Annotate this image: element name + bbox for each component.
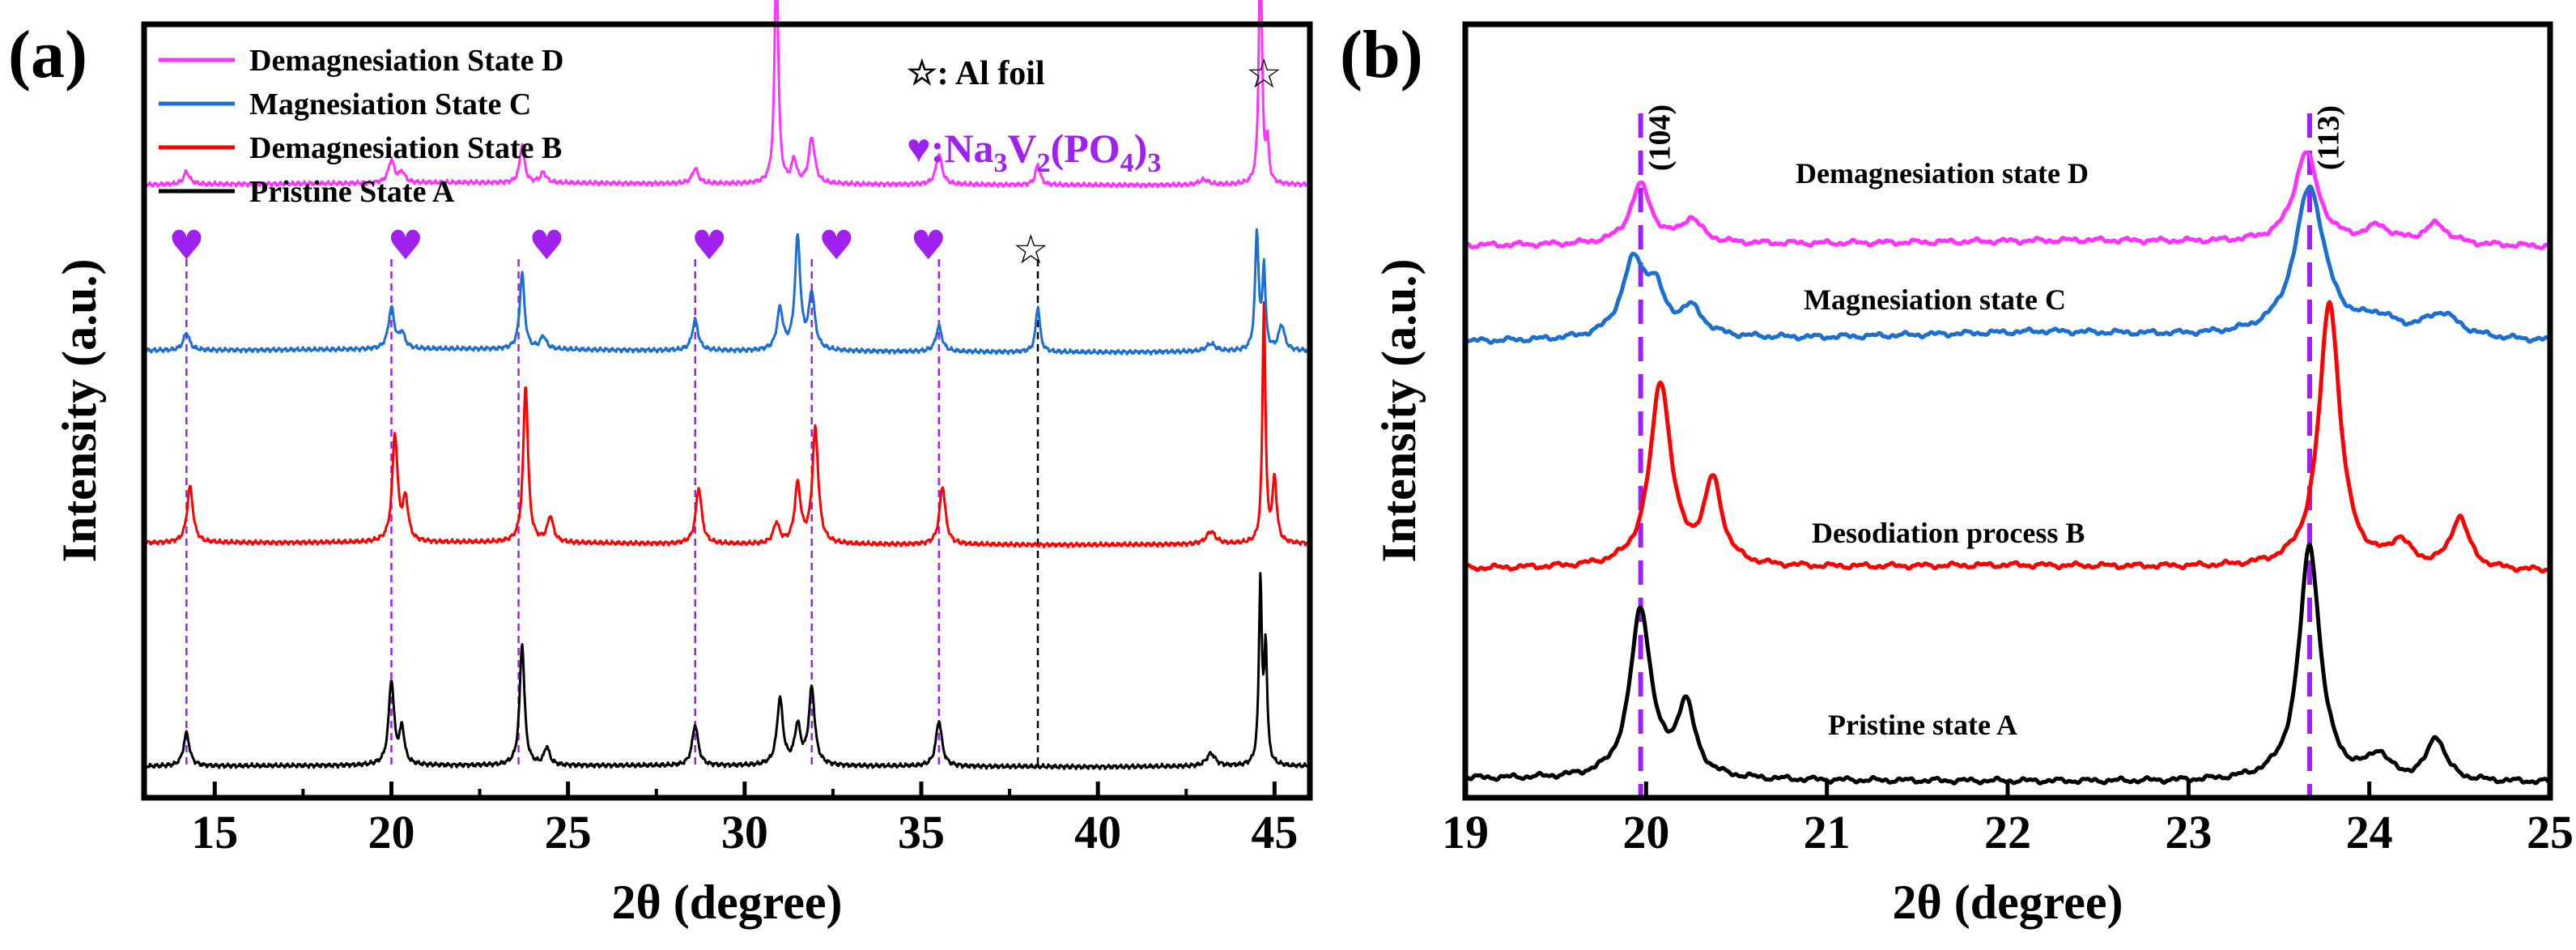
curve-label-state-d: Demagnesiation state D: [1796, 157, 2089, 190]
al-foil-annotation: ☆: Al foil: [907, 55, 1045, 92]
x-tick-label: 20: [1622, 806, 1669, 858]
x-tick-label: 35: [898, 806, 945, 858]
panel-a-frame: [141, 21, 1313, 801]
x-tick-label: 20: [368, 806, 414, 858]
nvp-sub-4: 3: [1147, 148, 1161, 178]
x-tick-label: 19: [1442, 806, 1489, 858]
panel-a-curves: [142, 0, 1311, 771]
nvp-mid-1: V: [1007, 126, 1036, 171]
panel-a: (a) ♥ ♥ ♥ ♥ ♥ ♥ ☆ ☆ Demagnesiation State D Magn…: [8, 0, 1313, 929]
star-marker-icon: ☆: [1013, 226, 1049, 273]
legend-label-state-b: Demagnesiation State B: [249, 131, 562, 165]
panel-a-phase-markers: ♥ ♥ ♥ ♥ ♥ ♥ ☆ ☆: [168, 50, 1282, 273]
panel-a-legend: Demagnesiation State D Magnesiation Stat…: [159, 44, 563, 209]
panel-b-reference-lines: [1638, 113, 2312, 798]
miller-index-113: (113): [2312, 105, 2346, 170]
panel-a-label: (a): [8, 17, 87, 92]
legend-label-state-d: Demagnesiation State D: [249, 44, 563, 78]
panel-a-x-axis-title: 2θ (degree): [611, 875, 842, 929]
x-tick-label: 25: [545, 806, 592, 858]
legend-label-state-c: Magnesiation State C: [249, 87, 531, 121]
nvp-sub-1: 3: [993, 148, 1007, 178]
series-line-magnesiation-state-c: [1464, 184, 2552, 346]
legend-label-state-a: Pristine State A: [249, 175, 455, 209]
series-line-pristine-state-a: [142, 572, 1311, 771]
nvp-mid-2: (PO: [1051, 126, 1120, 171]
panel-a-x-ticks: 15 20 25 30 35 40 45: [191, 782, 1298, 858]
nvp-end: ): [1134, 126, 1148, 171]
star-marker-icon: ☆: [1246, 50, 1282, 97]
series-line-magnesiation-state-c: [142, 228, 1311, 356]
heart-marker-icon: ♥: [387, 222, 423, 269]
series-line-demagnesiation-state-d: [142, 0, 1311, 189]
series-line-desodiation-process-b: [1464, 300, 2552, 574]
series-line-demagnesiation-state-d: [1464, 150, 2552, 250]
x-tick-label: 15: [191, 806, 238, 858]
x-tick-label: 30: [721, 806, 768, 858]
curve-label-state-a: Pristine state A: [1828, 709, 2017, 741]
x-tick-label: 40: [1074, 806, 1121, 858]
x-tick-label: 21: [1804, 806, 1851, 858]
panel-b: (b) Demagnesiation state D Magnesiation …: [1340, 17, 2574, 929]
series-line-demagnesiation-state-b: [143, 300, 1311, 549]
x-tick-label: 22: [1984, 806, 2031, 858]
panel-b-label: (b): [1340, 17, 1423, 92]
nvp-prefix: ♥:Na: [907, 126, 993, 171]
heart-marker-icon: ♥: [168, 222, 205, 269]
nvp-sub-2: 2: [1037, 148, 1051, 178]
panel-b-x-axis-title: 2θ (degree): [1892, 875, 2123, 929]
na3v2po43-annotation: ♥:Na3V2(PO4)3: [907, 126, 1161, 178]
heart-marker-icon: ♥: [529, 222, 565, 269]
heart-marker-icon: ♥: [910, 222, 946, 269]
x-tick-label: 24: [2346, 806, 2393, 858]
panel-b-y-axis-title: Intensity (a.u.): [1372, 258, 1426, 562]
curve-label-state-c: Magnesiation state C: [1804, 283, 2066, 316]
panel-b-x-ticks: 19 20 21 22 23 24 25: [1442, 782, 2574, 858]
heart-marker-icon: ♥: [691, 222, 728, 269]
x-tick-label: 45: [1251, 806, 1298, 858]
nvp-sub-3: 4: [1120, 148, 1134, 178]
x-tick-label: 23: [2165, 806, 2212, 858]
x-tick-label: 25: [2527, 806, 2574, 858]
panel-a-y-axis-title: Intensity (a.u.): [53, 258, 106, 562]
curve-label-state-b: Desodiation process B: [1812, 517, 2085, 549]
heart-marker-icon: ♥: [818, 222, 855, 269]
miller-index-104: (104): [1643, 104, 1677, 171]
